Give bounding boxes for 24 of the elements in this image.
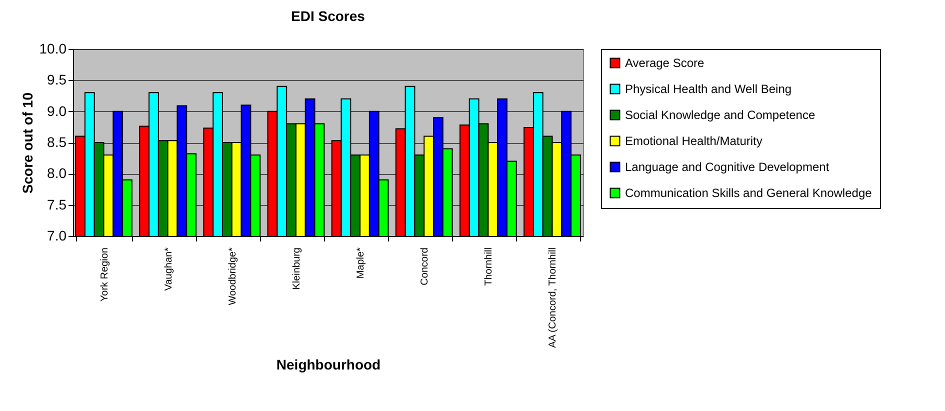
x-axis-title: Neighbourhood [276, 356, 381, 373]
legend-label: Social Knowledge and Competence [625, 108, 816, 122]
x-tick-label: Maple* [356, 247, 367, 279]
y-tick-label: 9.5 [47, 72, 67, 88]
legend-label: Communication Skills and General Knowledge [625, 186, 872, 200]
x-tick-label: Thornhill [484, 248, 495, 286]
legend-label: Language and Cognitive Development [625, 160, 830, 174]
x-tick-label: Kleinburg [291, 248, 302, 290]
y-tick-label: 9.0 [47, 102, 67, 119]
y-tick-label: 8.0 [47, 165, 67, 182]
x-tick-label: Concord [420, 248, 431, 286]
y-tick-label: 7.5 [47, 196, 67, 212]
y-tick-label: 7.0 [47, 228, 67, 244]
x-tick-label: Woodbridge* [227, 247, 238, 306]
y-axis-title: Score out of 10 [19, 92, 36, 194]
y-tick-label: 10.0 [39, 40, 67, 56]
legend-label: Average Score [625, 56, 704, 70]
legend-label: Physical Health and Well Being [625, 82, 792, 96]
legend-label: Emotional Health/Maturity [625, 134, 762, 148]
chart-title: EDI Scores [291, 8, 366, 24]
x-tick-label: Vaughan* [163, 247, 174, 291]
x-tick-label: AA (Concord, Thornhill [548, 248, 559, 348]
y-tick-label: 8.5 [47, 134, 67, 150]
x-tick-label: York Region [99, 248, 110, 302]
